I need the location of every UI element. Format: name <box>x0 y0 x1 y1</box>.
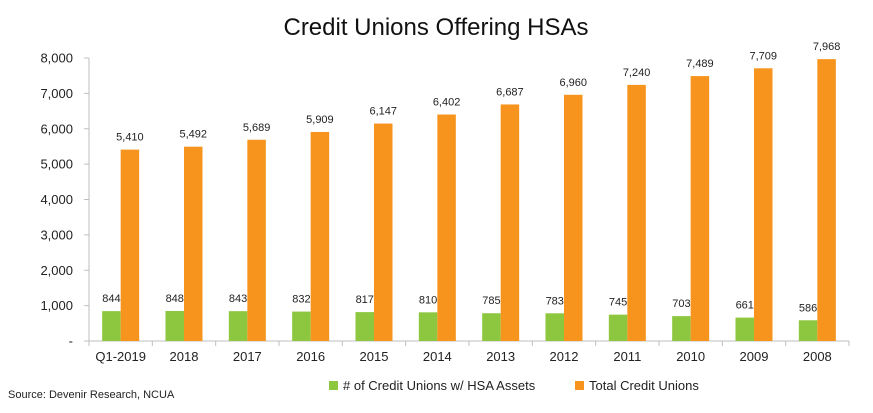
bar <box>102 311 121 341</box>
bar <box>564 94 583 341</box>
x-tick-label: 2011 <box>613 349 641 364</box>
data-label: 703 <box>672 298 690 310</box>
x-tick-label: Q1-2019 <box>95 349 146 364</box>
bar <box>120 149 140 341</box>
data-label: 5,410 <box>116 132 144 144</box>
legend: # of Credit Unions w/ HSA Assets Total C… <box>329 378 699 393</box>
bar <box>437 114 456 341</box>
bar <box>608 314 628 341</box>
y-tick-label: 3,000 <box>40 227 73 242</box>
y-tick-label: 8,000 <box>40 51 73 66</box>
data-label: 6,402 <box>433 97 461 109</box>
data-label: 5,492 <box>179 129 207 141</box>
data-label: 7,709 <box>749 50 777 62</box>
bar <box>418 312 438 341</box>
x-tick-label: 2014 <box>423 349 452 364</box>
data-label: 5,909 <box>306 114 334 126</box>
x-tick-label: 2008 <box>803 349 832 364</box>
source-note: Source: Devenir Research, NCUA <box>8 389 175 401</box>
bar <box>754 68 773 341</box>
bar <box>355 312 374 341</box>
y-tick-label: - <box>69 334 73 349</box>
x-tick-label: 2015 <box>360 349 389 364</box>
bar <box>374 123 393 342</box>
data-label: 832 <box>292 294 310 306</box>
y-tick-label: 1,000 <box>40 298 73 313</box>
bar <box>247 139 266 341</box>
bar <box>500 104 520 341</box>
legend-label-hsa: # of Credit Unions w/ HSA Assets <box>343 378 536 393</box>
data-label: 7,489 <box>686 58 714 70</box>
data-label: 848 <box>166 293 184 305</box>
bar <box>735 317 754 341</box>
x-tick-label: 2013 <box>486 349 515 364</box>
data-label: 844 <box>102 293 120 305</box>
data-label: 810 <box>419 294 437 306</box>
data-label: 7,968 <box>813 41 841 53</box>
data-label: 6,960 <box>559 77 587 89</box>
y-tick-label: 4,000 <box>40 192 73 207</box>
bar <box>627 84 646 341</box>
data-label: 5,689 <box>243 122 271 134</box>
bar <box>798 320 818 341</box>
bar <box>690 76 710 341</box>
data-label: 6,147 <box>369 106 397 118</box>
bar <box>165 311 184 341</box>
bars: 844 848 843 832 817 810 785 783 745 703 661 586 5,41… <box>102 41 841 342</box>
x-tick-label: 2012 <box>550 349 579 364</box>
data-label: 7,240 <box>623 67 651 79</box>
legend-label-total: Total Credit Unions <box>589 378 699 393</box>
data-label: 661 <box>736 300 754 312</box>
data-label: 586 <box>799 302 817 314</box>
bar <box>482 313 501 341</box>
legend-swatch-hsa <box>329 381 338 390</box>
data-label: 783 <box>546 295 564 307</box>
data-label: 817 <box>356 294 374 306</box>
bar <box>184 146 203 341</box>
x-tick-label: 2018 <box>170 349 199 364</box>
y-tick-label: 6,000 <box>40 121 73 136</box>
bar <box>817 59 836 342</box>
data-label: 6,687 <box>496 86 524 98</box>
chart-title: Credit Unions Offering HSAs <box>283 14 588 41</box>
legend-swatch-total <box>575 381 584 390</box>
x-tick-label: 2016 <box>296 349 325 364</box>
x-tick-label: 2009 <box>740 349 769 364</box>
data-label: 785 <box>482 295 500 307</box>
axes: - 1,000 2,000 3,000 4,000 5,000 6,000 7,000 8,00… <box>40 51 850 364</box>
y-tick-label: 2,000 <box>40 263 73 278</box>
x-tick-label: 2010 <box>676 349 705 364</box>
x-tick-label: 2017 <box>233 349 262 364</box>
bar <box>545 313 564 341</box>
data-label: 745 <box>609 297 627 309</box>
data-label: 843 <box>229 293 247 305</box>
y-tick-label: 5,000 <box>40 157 73 172</box>
bar <box>672 316 691 341</box>
y-tick-label: 7,000 <box>40 86 73 101</box>
bar <box>292 311 311 341</box>
bar <box>228 311 248 341</box>
bar <box>310 131 330 341</box>
